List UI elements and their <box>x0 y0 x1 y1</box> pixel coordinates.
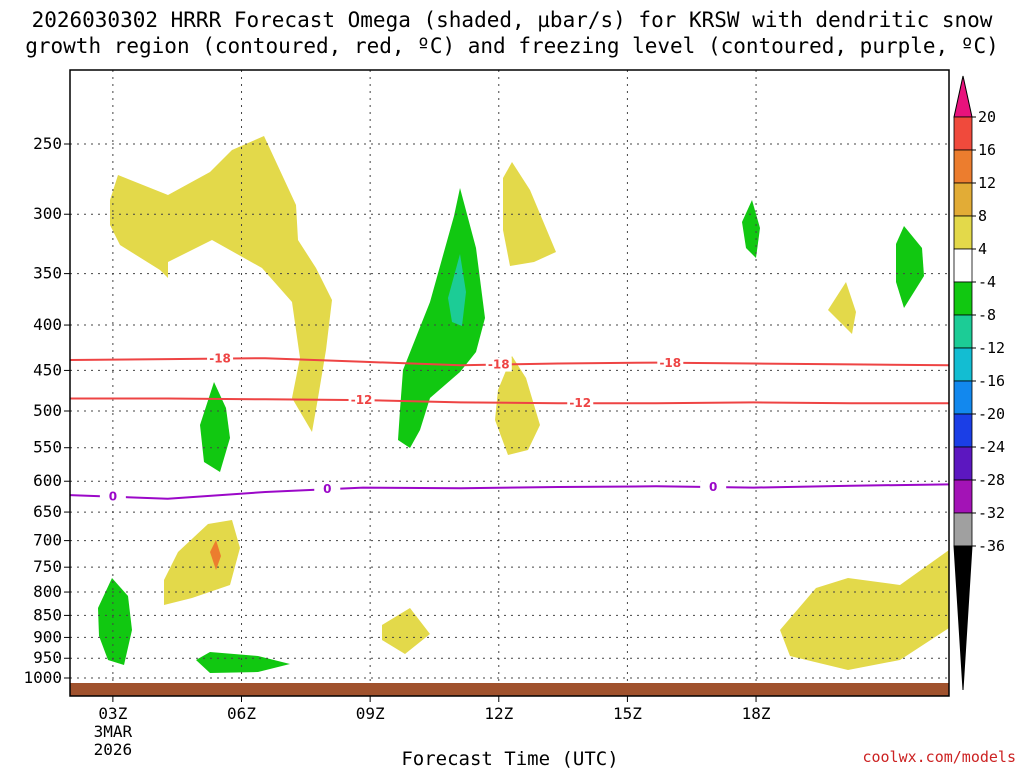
colorbar-label: -8 <box>978 306 996 324</box>
colorbar-segment <box>953 347 973 382</box>
x-axis-label: Forecast Time (UTC) <box>401 748 618 768</box>
omega-region-negative <box>742 200 760 258</box>
y-tick-label: 700 <box>33 531 62 550</box>
contour-label: -18 <box>209 352 231 366</box>
omega-region-positive <box>495 356 540 455</box>
colorbar-label: 4 <box>978 240 987 258</box>
contour-line-freezing_level <box>69 483 950 500</box>
y-tick-label: 750 <box>33 557 62 576</box>
y-tick-label: 350 <box>33 264 62 283</box>
omega-region-positive <box>503 162 556 266</box>
x-tick-year: 2026 <box>94 740 133 759</box>
chart-title-line-1: 2026030302 HRRR Forecast Omega (shaded, … <box>32 8 993 32</box>
colorbar-segment <box>953 413 973 448</box>
chart-title-line-2: growth region (contoured, red, ºC) and f… <box>25 34 999 58</box>
y-tick-label: 1000 <box>23 668 62 687</box>
contours: -18 -18 -18 -12 -12 0 0 0 <box>69 351 950 504</box>
y-tick-label: 600 <box>33 471 62 490</box>
omega-region-positive <box>164 520 240 605</box>
colorbar-label: -4 <box>978 273 996 291</box>
contour-label: 0 <box>709 480 717 494</box>
x-tick-label: 18Z <box>742 704 771 723</box>
y-tick-label: 550 <box>33 438 62 457</box>
omega-region-strong <box>210 540 221 570</box>
y-tick-label: 500 <box>33 401 62 420</box>
colorbar-label: -32 <box>978 504 1005 522</box>
contour-label-bg <box>567 396 594 411</box>
colorbar-label: 12 <box>978 174 996 192</box>
omega-region-negative <box>196 652 290 673</box>
omega-region-negative <box>98 578 132 665</box>
colorbar-segment <box>953 512 973 547</box>
x-tick-label: 09Z <box>356 704 385 723</box>
omega-shading <box>98 136 949 673</box>
omega-region-positive <box>110 136 332 432</box>
y-axis: 250 300 350 400 450 500 550 600 650 700 750 800 850 9… <box>23 134 70 687</box>
colorbar-segment <box>953 215 973 250</box>
colorbar-segment <box>953 446 973 481</box>
colorbar-segment <box>953 182 973 217</box>
omega-region-positive <box>780 550 949 670</box>
colorbar-label: -12 <box>978 339 1005 357</box>
contour-label: -12 <box>569 396 591 410</box>
y-tick-label: 450 <box>33 360 62 379</box>
y-tick-label: 400 <box>33 315 62 334</box>
omega-region-positive <box>828 282 856 334</box>
colorbar-segment <box>953 116 973 151</box>
colorbar-segment <box>953 479 973 514</box>
colorbar-cap-top <box>953 75 973 118</box>
omega-region-negative <box>200 382 230 472</box>
y-tick-label: 900 <box>33 627 62 646</box>
colorbar-cap-bottom <box>953 545 973 691</box>
colorbar-label: -20 <box>978 405 1005 423</box>
colorbar-segment <box>953 248 973 283</box>
contour-label: -12 <box>351 393 373 407</box>
colorbar-label: -24 <box>978 438 1005 456</box>
colorbar-label: 20 <box>978 108 996 126</box>
x-tick-label: 06Z <box>227 704 256 723</box>
colorbar-label: 16 <box>978 141 996 159</box>
colorbar-segment <box>953 149 973 184</box>
credit-text: coolwx.com/models <box>862 748 1016 766</box>
contour-label-bg <box>700 480 727 495</box>
x-tick-label: 15Z <box>613 704 642 723</box>
colorbar-label: -28 <box>978 471 1005 489</box>
colorbar-segment <box>953 281 973 316</box>
contour-label-bg <box>485 357 512 372</box>
y-tick-label: 650 <box>33 502 62 521</box>
omega-region-negative <box>398 188 485 448</box>
x-tick-date: 3MAR <box>94 722 133 741</box>
y-tick-label: 300 <box>33 204 62 223</box>
contour-label-bg <box>207 351 234 366</box>
contour-label-bg <box>657 355 684 370</box>
plot-frame <box>69 69 950 697</box>
y-tick-label: 800 <box>33 582 62 601</box>
colorbar-segment <box>953 380 973 415</box>
contour-label-bg <box>99 489 126 504</box>
omega-region-negative <box>896 226 924 308</box>
contour-label-bg <box>314 482 341 497</box>
colorbar-segment <box>953 314 973 349</box>
contour-label: -18 <box>488 358 510 372</box>
y-tick-label: 850 <box>33 605 62 624</box>
y-tick-label: 950 <box>33 648 62 667</box>
omega-region-positive <box>382 608 430 654</box>
colorbar-label: 8 <box>978 207 987 225</box>
ground-strip <box>70 683 949 696</box>
colorbar: 20 16 12 8 4 -4 -8 -12 -16 -20 -24 -28 -32 -36 <box>953 75 1005 691</box>
contour-line-dendritic <box>70 397 949 405</box>
omega-region-strong-negative <box>448 254 466 326</box>
contour-label-bg <box>348 393 375 408</box>
contour-label: -18 <box>659 356 681 370</box>
contour-label: 0 <box>109 490 117 504</box>
y-tick-label: 250 <box>33 134 62 153</box>
x-tick-label: 12Z <box>484 704 513 723</box>
x-tick-label: 03Z <box>98 704 127 723</box>
colorbar-label: -16 <box>978 372 1005 390</box>
contour-label: 0 <box>323 482 331 496</box>
colorbar-label: -36 <box>978 537 1005 555</box>
